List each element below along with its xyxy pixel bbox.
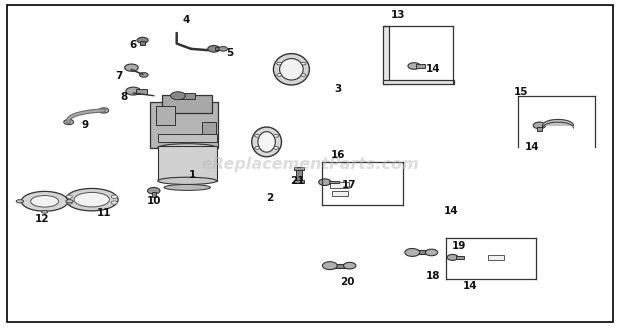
Circle shape xyxy=(447,254,458,260)
Bar xyxy=(151,192,156,197)
Bar xyxy=(383,26,389,84)
Circle shape xyxy=(140,73,148,77)
Bar xyxy=(157,134,217,142)
Text: 16: 16 xyxy=(330,150,345,160)
Bar xyxy=(330,264,350,268)
Bar xyxy=(294,167,304,170)
Text: 2: 2 xyxy=(266,193,273,203)
Bar xyxy=(489,255,504,260)
Text: 4: 4 xyxy=(182,15,190,25)
Ellipse shape xyxy=(273,53,309,85)
Circle shape xyxy=(405,248,420,256)
Circle shape xyxy=(99,108,108,113)
Circle shape xyxy=(255,135,260,137)
Ellipse shape xyxy=(164,184,211,190)
Circle shape xyxy=(219,47,228,51)
Circle shape xyxy=(111,195,117,198)
Bar xyxy=(140,41,145,45)
Ellipse shape xyxy=(66,200,73,203)
Circle shape xyxy=(126,87,141,95)
Bar xyxy=(180,93,195,99)
Text: 5: 5 xyxy=(226,48,233,58)
Ellipse shape xyxy=(16,200,24,203)
Polygon shape xyxy=(542,119,574,125)
Circle shape xyxy=(125,64,138,71)
Text: 21: 21 xyxy=(290,177,305,186)
Circle shape xyxy=(111,201,117,204)
Text: 12: 12 xyxy=(35,214,50,224)
Ellipse shape xyxy=(30,195,58,207)
Circle shape xyxy=(425,249,438,256)
Circle shape xyxy=(273,135,278,137)
Ellipse shape xyxy=(258,132,275,152)
Bar xyxy=(294,180,304,183)
Text: 11: 11 xyxy=(97,208,112,218)
Circle shape xyxy=(301,74,306,76)
Ellipse shape xyxy=(66,188,118,211)
Text: 14: 14 xyxy=(425,64,440,74)
Text: eReplacementParts.com: eReplacementParts.com xyxy=(201,157,419,172)
Circle shape xyxy=(170,92,185,100)
Text: 19: 19 xyxy=(451,241,466,251)
Circle shape xyxy=(533,122,546,129)
Circle shape xyxy=(322,262,337,270)
Text: 17: 17 xyxy=(342,180,356,190)
Circle shape xyxy=(277,74,281,76)
Bar xyxy=(158,146,217,181)
Text: 10: 10 xyxy=(146,196,161,206)
Circle shape xyxy=(343,262,356,269)
Bar xyxy=(412,250,432,254)
Circle shape xyxy=(255,147,260,149)
Ellipse shape xyxy=(157,144,217,152)
Bar xyxy=(202,122,216,135)
Bar xyxy=(537,127,542,131)
Ellipse shape xyxy=(252,127,281,157)
Text: 3: 3 xyxy=(334,84,342,94)
Bar xyxy=(329,181,339,183)
Text: 1: 1 xyxy=(188,170,196,180)
Bar xyxy=(332,190,348,195)
Ellipse shape xyxy=(21,191,68,211)
Bar xyxy=(416,64,425,68)
Ellipse shape xyxy=(74,192,110,207)
Circle shape xyxy=(208,46,220,52)
Ellipse shape xyxy=(280,59,303,80)
Circle shape xyxy=(301,62,306,65)
Text: 15: 15 xyxy=(513,87,528,97)
Text: 8: 8 xyxy=(120,92,128,102)
Circle shape xyxy=(319,179,331,185)
Circle shape xyxy=(273,147,278,149)
Text: 14: 14 xyxy=(444,206,459,216)
Circle shape xyxy=(277,62,281,65)
Circle shape xyxy=(148,187,160,194)
Text: 18: 18 xyxy=(425,271,440,280)
Circle shape xyxy=(64,119,74,125)
Circle shape xyxy=(66,201,73,204)
Text: 13: 13 xyxy=(391,10,405,20)
Text: 7: 7 xyxy=(115,71,123,81)
Text: 14: 14 xyxy=(463,281,477,291)
Bar xyxy=(330,182,349,188)
Ellipse shape xyxy=(157,177,217,184)
Bar xyxy=(150,102,218,148)
Circle shape xyxy=(408,63,420,69)
Text: 9: 9 xyxy=(82,120,89,130)
Text: 14: 14 xyxy=(525,142,539,152)
Bar xyxy=(296,169,302,182)
Text: 20: 20 xyxy=(340,277,355,287)
Bar xyxy=(456,256,464,259)
Bar xyxy=(215,47,225,50)
Circle shape xyxy=(66,195,73,198)
Bar xyxy=(156,106,175,125)
Bar xyxy=(162,95,212,113)
Ellipse shape xyxy=(42,211,48,213)
Circle shape xyxy=(137,37,148,43)
Bar xyxy=(136,89,147,94)
Bar xyxy=(383,80,454,84)
Text: 6: 6 xyxy=(130,40,137,50)
